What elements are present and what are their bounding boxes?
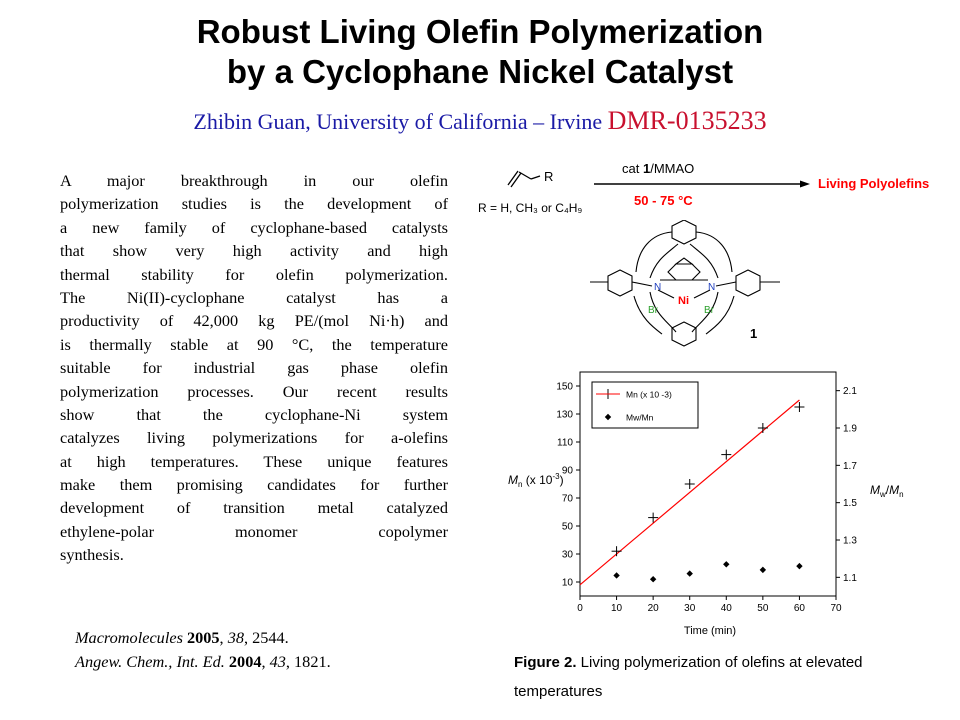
body-line: development of transition metal catalyze… (60, 498, 448, 518)
nickel-label: Ni (678, 295, 689, 307)
reference-year: 2005 (186, 628, 220, 647)
chart-marks (611, 402, 805, 583)
reference-journal: Macromolecules (75, 628, 187, 647)
y-left-tick-label: 70 (562, 494, 574, 505)
body-line: thermal stability for olefin polymerizat… (60, 264, 448, 284)
reference-item: Macromolecules 2005, 38, 2544. (75, 628, 289, 647)
x-tick-label: 30 (684, 603, 696, 614)
y-axis-right-label: Mw/Mn (870, 483, 904, 499)
x-tick-label: 60 (794, 603, 806, 614)
body-line: at high temperatures. These unique featu… (60, 451, 448, 471)
body-line: A major breakthrough in our olefin (60, 171, 448, 190)
mn-point (648, 512, 659, 523)
body-line: ethylene-polar monomer copolymer (60, 521, 448, 541)
monomer-r-label: R (544, 169, 553, 184)
y-right-tick-label: 2.1 (843, 386, 857, 397)
mn-point (757, 423, 768, 433)
pdi-point (796, 562, 803, 570)
y-right-tick-label: 1.9 (843, 424, 857, 435)
y-left-tick-label: 90 (562, 466, 574, 477)
figure-caption: Figure 2. Living polymerization of olefi… (514, 648, 914, 706)
slide-title: Robust Living Olefin Polymerization by a… (0, 12, 960, 92)
body-line: productivity of 42,000 kg PE/(mol Ni·h) … (60, 311, 448, 331)
reference-journal: Angew. Chem., Int. Ed. (75, 652, 229, 671)
x-tick-label: 40 (721, 603, 733, 614)
y-left-tick-label: 150 (556, 382, 573, 393)
pdi-point (759, 566, 767, 574)
reference-year: 2004 (228, 652, 262, 671)
y-axis-left-label: Mn (x 10-3) (508, 472, 564, 489)
arrowhead-icon (800, 180, 810, 188)
body-line: polymerization processes. Our recent res… (60, 381, 448, 401)
mn-point (721, 449, 732, 460)
body-line: is thermally stable at 90 °C, the temper… (60, 334, 448, 354)
bromine-right-label: Br (704, 305, 715, 316)
body-line: that show very high activity and high (60, 241, 448, 261)
x-tick-label: 50 (757, 603, 769, 614)
y-left-tick-label: 10 (562, 578, 574, 589)
reference-item: Angew. Chem., Int. Ed. 2004, 43, 1821. (75, 652, 331, 671)
y-right-tick-label: 1.1 (843, 573, 857, 584)
nitrogen-left-label: N (654, 282, 661, 293)
pdi-point (686, 570, 693, 577)
plot-frame (579, 371, 837, 597)
body-line: show that the cyclophane-Ni system (60, 404, 448, 424)
bromine-left-label: Br (648, 305, 659, 316)
cyclophane-skeleton-icon (590, 220, 780, 347)
pdi-point (649, 576, 657, 583)
pdi-point (723, 561, 730, 568)
reference-volume: 38 (227, 628, 244, 647)
chart-legend: Mn (x 10 -3) Mw/Mn (591, 381, 699, 429)
mn-point (611, 546, 622, 557)
body-line: synthesis. (60, 545, 124, 565)
title-line-2: by a Cyclophane Nickel Catalyst (226, 53, 734, 90)
y-left-tick-label: 110 (557, 438, 573, 449)
chart-axes (579, 371, 837, 597)
body-line: suitable for industrial gas phase olefin (60, 358, 448, 378)
x-axis-label: Time (min) (684, 625, 736, 637)
catalyst-structure: N N Ni Br Br 1 (590, 220, 780, 347)
compound-number: 1 (750, 326, 757, 341)
x-tick-label: 10 (611, 603, 623, 614)
chart-ticks: 0 10 20 30 40 50 60 70 10 30 50 70 90 110 130 150 1.1 1.3… (556, 382, 857, 615)
y-left-tick-label: 130 (556, 410, 573, 421)
legend-diamond-marker (604, 413, 612, 421)
x-tick-label: 0 (577, 603, 583, 614)
polymerization-chart: 0 10 20 30 40 50 60 70 10 30 50 70 90 110 130 150 1.1 1.3… (508, 371, 904, 637)
arrow-bottom-label: 50 - 75 °C (634, 193, 693, 208)
pdi-point (613, 572, 620, 579)
propene-monomer-icon (507, 170, 541, 188)
legend-label-mn: Mn (x 10 -3) (626, 390, 672, 400)
legend-box (591, 381, 699, 429)
body-line: The Ni(II)-cyclophane catalyst has a (60, 287, 448, 307)
award-number: DMR-0135233 (607, 106, 767, 135)
body-line: polymerization studies is the developmen… (60, 194, 448, 214)
x-tick-label: 70 (830, 603, 842, 614)
y-right-tick-label: 1.3 (843, 536, 857, 547)
reaction-scheme: R R = H, CH₃ or C₄H₉ cat 1/MMAO 50 - 75 … (478, 161, 929, 215)
byline: Zhibin Guan, University of California – … (0, 106, 960, 137)
y-left-tick-label: 30 (562, 550, 574, 561)
caption-label: Figure 2. (514, 654, 577, 671)
body-line: catalyzes living polymerizations for a-o… (60, 428, 448, 448)
author-affiliation: Zhibin Guan, University of California – … (193, 109, 603, 134)
legend-label-pdi: Mw/Mn (626, 413, 654, 423)
mn-point (684, 479, 695, 489)
x-tick-label: 20 (648, 603, 660, 614)
nitrogen-right-label: N (708, 282, 715, 293)
references: Macromolecules 2005, 38, 2544. Angew. Che… (75, 626, 331, 674)
y-right-tick-label: 1.7 (843, 461, 857, 472)
title-line-1: Robust Living Olefin Polymerization (196, 13, 764, 50)
mn-point (794, 402, 805, 412)
y-right-tick-label: 1.5 (843, 498, 857, 509)
r-definition: R = H, CH₃ or C₄H₉ (478, 201, 582, 215)
y-left-tick-label: 50 (562, 522, 574, 533)
reference-volume: 43 (269, 652, 286, 671)
arrow-top-label: cat 1/MMAO (622, 161, 694, 176)
caption-text: Living polymerization of olefins at elev… (514, 654, 863, 700)
body-paragraph: A major breakthrough in our olefin polyme… (60, 169, 448, 567)
product-label: Living Polyolefins (818, 176, 929, 191)
body-line: make them promising candidates for furth… (60, 475, 448, 495)
body-line: a new family of cyclophane-based catalys… (60, 217, 448, 237)
